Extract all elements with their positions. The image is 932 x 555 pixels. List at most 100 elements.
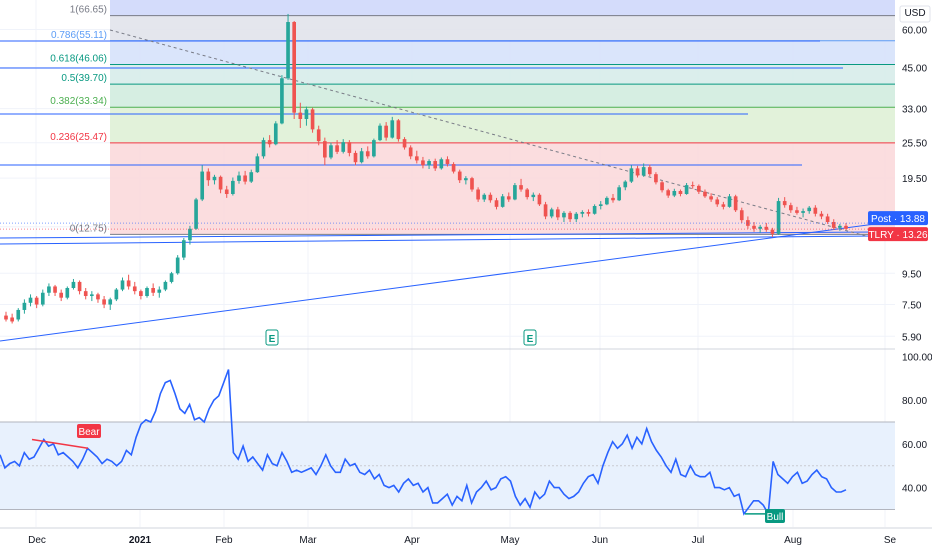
candle[interactable] bbox=[108, 297, 113, 310]
candle[interactable] bbox=[292, 20, 297, 120]
candle[interactable] bbox=[267, 135, 272, 148]
candle[interactable] bbox=[819, 211, 824, 220]
support-trend-line[interactable] bbox=[0, 235, 876, 245]
candle[interactable] bbox=[513, 183, 517, 201]
candle[interactable] bbox=[703, 189, 707, 198]
candle[interactable] bbox=[782, 197, 787, 208]
candle[interactable] bbox=[359, 147, 364, 164]
candle[interactable] bbox=[457, 169, 462, 184]
price-axis[interactable]: 60.00 45.00 33.00 25.50 19.50 9.50 7.50 5.90 bbox=[902, 26, 927, 344]
candle[interactable] bbox=[788, 202, 793, 213]
candle[interactable] bbox=[114, 287, 119, 302]
candle[interactable] bbox=[40, 289, 45, 307]
candle[interactable] bbox=[175, 255, 180, 275]
time-axis[interactable]: Dec 2021 Feb Mar Apr May Jun Jul Aug Se bbox=[28, 535, 896, 546]
candle[interactable] bbox=[598, 201, 603, 210]
candle[interactable] bbox=[537, 193, 542, 206]
candle[interactable] bbox=[206, 168, 211, 186]
candle[interactable] bbox=[16, 308, 21, 322]
candle[interactable] bbox=[157, 286, 162, 298]
candle[interactable] bbox=[641, 163, 646, 177]
candle[interactable] bbox=[592, 204, 597, 215]
candle[interactable] bbox=[286, 13, 290, 80]
candle[interactable] bbox=[721, 201, 726, 210]
candle[interactable] bbox=[482, 193, 487, 202]
candle[interactable] bbox=[506, 192, 511, 202]
candle[interactable] bbox=[494, 197, 499, 210]
candle[interactable] bbox=[298, 102, 303, 128]
candle[interactable] bbox=[396, 119, 401, 142]
candle[interactable] bbox=[408, 145, 413, 160]
candle[interactable] bbox=[709, 193, 713, 202]
candle[interactable] bbox=[605, 196, 609, 206]
earnings-badge[interactable] bbox=[265, 329, 279, 346]
candle[interactable] bbox=[65, 286, 70, 300]
rsi-pane[interactable]: Bear Bull bbox=[0, 369, 895, 524]
candle[interactable] bbox=[770, 227, 775, 237]
earnings-badge[interactable] bbox=[523, 329, 537, 346]
candle[interactable] bbox=[255, 153, 260, 173]
rising-trend-line[interactable] bbox=[0, 223, 876, 342]
candle[interactable] bbox=[126, 274, 131, 290]
candle[interactable] bbox=[733, 194, 738, 212]
candle[interactable] bbox=[310, 107, 315, 133]
candle[interactable] bbox=[77, 280, 82, 295]
trend-lines[interactable] bbox=[0, 29, 876, 342]
bull-label[interactable]: Bull bbox=[765, 509, 785, 523]
candle[interactable] bbox=[439, 157, 444, 170]
candle[interactable] bbox=[10, 313, 14, 324]
candle[interactable] bbox=[654, 172, 658, 185]
candle[interactable] bbox=[549, 207, 554, 219]
candle[interactable] bbox=[697, 184, 701, 195]
candle[interactable] bbox=[476, 187, 480, 202]
candle[interactable] bbox=[212, 174, 217, 185]
candle[interactable] bbox=[120, 277, 125, 292]
candle[interactable] bbox=[623, 180, 628, 191]
candle[interactable] bbox=[629, 165, 634, 184]
candle[interactable] bbox=[237, 171, 241, 184]
candle[interactable] bbox=[831, 219, 836, 230]
rsi-axis[interactable]: 100.00 80.00 60.00 40.00 bbox=[902, 352, 932, 494]
candle[interactable] bbox=[90, 291, 94, 302]
candle[interactable] bbox=[22, 299, 27, 314]
candle[interactable] bbox=[384, 122, 388, 141]
candle[interactable] bbox=[261, 137, 266, 159]
last-price-label[interactable]: TLRY · 13.26 bbox=[868, 227, 928, 242]
candle[interactable] bbox=[568, 211, 572, 222]
candle[interactable] bbox=[764, 222, 769, 232]
candle[interactable] bbox=[280, 75, 284, 125]
candle[interactable] bbox=[341, 139, 346, 154]
candle[interactable] bbox=[71, 278, 76, 290]
candle[interactable] bbox=[647, 164, 652, 177]
candle[interactable] bbox=[59, 289, 64, 302]
candle[interactable] bbox=[635, 165, 640, 178]
candle[interactable] bbox=[28, 294, 33, 307]
bear-label[interactable]: Bear bbox=[77, 424, 101, 438]
fibonacci-retracement[interactable]: 1(66.65) 0.786(55.11) 0.618(46.06) 0.5(39.7… bbox=[50, 0, 895, 235]
candle[interactable] bbox=[243, 170, 247, 185]
candle[interactable] bbox=[273, 121, 278, 146]
currency-label[interactable]: USD bbox=[904, 8, 926, 19]
candle[interactable] bbox=[433, 158, 438, 171]
candle[interactable] bbox=[470, 176, 474, 192]
candle[interactable] bbox=[132, 281, 137, 295]
candlestick-series[interactable] bbox=[4, 13, 848, 324]
rsi-line[interactable] bbox=[0, 369, 847, 517]
candle[interactable] bbox=[102, 296, 106, 309]
candle[interactable] bbox=[776, 197, 781, 235]
candle[interactable] bbox=[752, 221, 756, 232]
candle[interactable] bbox=[825, 213, 830, 224]
candle[interactable] bbox=[525, 188, 529, 200]
candle[interactable] bbox=[329, 142, 333, 160]
candle[interactable] bbox=[53, 284, 57, 297]
candle[interactable] bbox=[690, 181, 695, 189]
candle[interactable] bbox=[163, 280, 168, 292]
support-trend-line[interactable] bbox=[0, 231, 876, 239]
candle[interactable] bbox=[96, 292, 100, 303]
candle[interactable] bbox=[617, 185, 621, 202]
candle[interactable] bbox=[390, 116, 395, 139]
candle[interactable] bbox=[139, 289, 143, 300]
candle[interactable] bbox=[488, 192, 493, 203]
post-market-price-label[interactable]: Post · 13.88 bbox=[868, 211, 928, 226]
